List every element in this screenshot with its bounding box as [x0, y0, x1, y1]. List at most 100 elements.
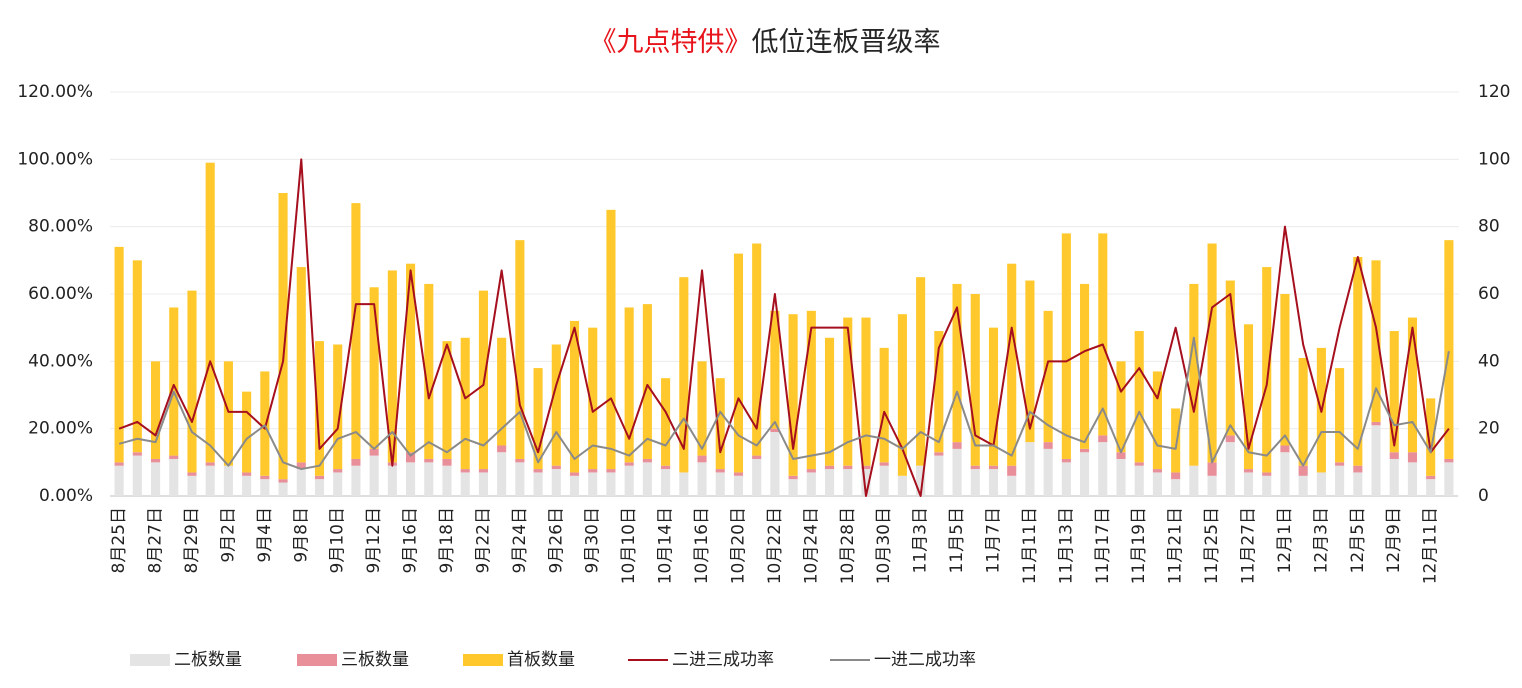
bar-segment [1353, 472, 1363, 496]
chart-title: 《九点特供》低位连板晋级率 [590, 27, 941, 58]
bar-segment [187, 290, 197, 473]
bar-segment [1298, 475, 1308, 496]
bar-segment [824, 337, 835, 466]
legend-swatch [130, 654, 170, 666]
bar-segment [387, 270, 397, 463]
bar-segment [879, 462, 889, 466]
bar-segment [770, 310, 780, 429]
bar-segment [1152, 472, 1162, 496]
bar-segment [515, 458, 525, 463]
bar-segment [988, 465, 999, 470]
bar-segment [1080, 452, 1090, 496]
title-part: 《九点特供》 [590, 27, 752, 58]
bar-segment [806, 310, 816, 470]
x-tick-label: 11月11日 [1020, 507, 1040, 584]
bar-segment [1280, 294, 1290, 446]
y-tick-label: 120.00% [17, 82, 93, 102]
bar-segment [132, 260, 142, 453]
line [118, 158, 1450, 497]
bar-segment [806, 472, 816, 496]
bar-segment [424, 458, 434, 463]
bar-segment [661, 378, 671, 466]
y2-tick-label: 80 [1478, 217, 1500, 237]
bar-segment [442, 341, 452, 459]
legend-swatch [463, 654, 503, 666]
bar-segment [1189, 283, 1199, 466]
bar-segment [1098, 435, 1108, 443]
x-tick-label: 10月10日 [619, 507, 639, 584]
x-tick-label: 9月10日 [328, 507, 348, 573]
bar-segment [369, 455, 379, 496]
x-tick-label: 12月9日 [1384, 507, 1404, 573]
bar-segment [733, 253, 744, 473]
bar-segment [1444, 240, 1454, 459]
bar-segment [588, 327, 598, 470]
bar-segment [1207, 462, 1217, 476]
bar-segment [1243, 324, 1254, 470]
legend-label: 一进二成功率 [874, 650, 976, 670]
bar-segment [588, 469, 598, 473]
bar-segment [1189, 465, 1199, 496]
x-tick-label: 11月5日 [947, 507, 967, 573]
bar-segment [314, 475, 325, 480]
bar-segment [970, 465, 980, 470]
bar-segment [1207, 243, 1217, 463]
x-tick-label: 10月30日 [874, 507, 894, 584]
bar-segment [187, 472, 197, 476]
bar-segment [1426, 475, 1436, 480]
bar-segment [1007, 465, 1017, 476]
bar-segment [1335, 368, 1345, 463]
bar-segment [770, 432, 780, 496]
bar-segment [223, 465, 233, 496]
legend-swatch [297, 654, 337, 666]
y-tick-label: 80.00% [28, 217, 93, 237]
bar-segment [169, 455, 179, 459]
bar-segment [1171, 472, 1181, 480]
bar-segment [1134, 462, 1144, 466]
bar-segment [1353, 256, 1363, 466]
bar-segment [314, 479, 325, 496]
bar-segment [132, 452, 142, 456]
bar-segment [1389, 331, 1399, 453]
bar-segment [1316, 472, 1326, 496]
bar-segment [223, 361, 233, 466]
x-tick-label: 11月25日 [1202, 507, 1222, 584]
bar-segment [934, 331, 944, 453]
bar-segment [897, 475, 907, 496]
bar-segment [606, 469, 616, 473]
bar-segment [1371, 260, 1381, 422]
bar-segment [752, 458, 762, 496]
bar-segment [1116, 458, 1126, 496]
bar-segment [314, 341, 325, 476]
x-tick-label: 9月18日 [437, 507, 457, 573]
x-tick-label: 9月12日 [364, 507, 384, 573]
bar-segment [1225, 435, 1235, 443]
bar-segment [1116, 452, 1126, 459]
bar-segment [278, 482, 288, 496]
bar-segment [1207, 475, 1217, 496]
x-tick-label: 12月11日 [1421, 507, 1441, 584]
bar-segment [952, 448, 962, 496]
bar-segment [897, 314, 907, 476]
bar-segment [934, 455, 944, 496]
bar-segment [1043, 310, 1053, 443]
bar-segment [242, 391, 252, 473]
bar-segment [1426, 479, 1436, 496]
bar-segment [1080, 283, 1090, 449]
y2-tick-label: 100 [1478, 149, 1510, 169]
bar-segment [697, 462, 707, 496]
bar-segment [296, 469, 306, 496]
bar-segment [861, 317, 871, 466]
bar-segment [533, 469, 543, 473]
y2-tick-label: 120 [1478, 82, 1510, 102]
bar-segment [406, 452, 416, 463]
bar-segment [1262, 267, 1272, 473]
bar-segment [278, 193, 288, 480]
bar-segment [1116, 361, 1126, 453]
bar-segment [1007, 263, 1017, 466]
bar-segment [387, 465, 397, 496]
bar-segment [824, 469, 835, 496]
bar-segment [150, 462, 161, 496]
bar-segment [533, 472, 543, 496]
bar-segment [1080, 448, 1090, 453]
